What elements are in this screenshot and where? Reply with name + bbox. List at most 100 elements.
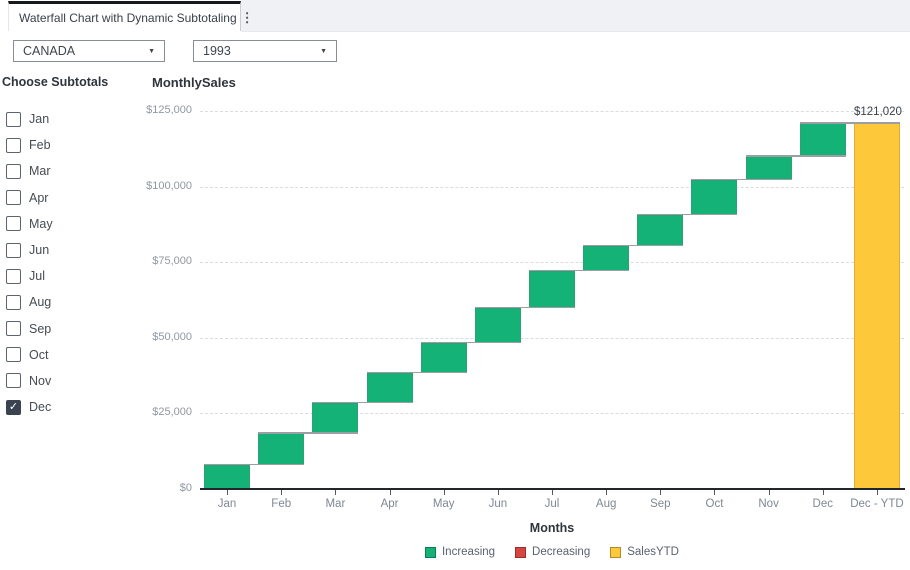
subtotal-checkbox-may[interactable]: May [6,211,53,237]
subtotal-checkbox-mar[interactable]: Mar [6,158,53,184]
x-axis-tick [660,490,662,495]
region-dropdown[interactable]: CANADA ▼ [13,40,165,62]
legend-item-salesytd[interactable]: SalesYTD [610,546,679,558]
checkbox-unchecked-icon[interactable] [6,373,21,389]
subtotal-checkbox-label: May [29,216,53,231]
x-axis-tick-label: Apr [380,498,399,510]
waterfall-connector [529,269,630,272]
bar-increasing-dec[interactable] [799,123,846,157]
bar-increasing-nov[interactable] [745,156,792,180]
bar-increasing-feb[interactable] [258,433,305,465]
subtotal-checkbox-label: Mar [29,164,51,179]
subtotal-checkbox-label: Jul [29,269,45,284]
subtotal-checkbox-apr[interactable]: Apr [6,185,53,211]
bar-increasing-jan[interactable] [204,464,251,489]
x-axis-tick [443,490,445,495]
x-axis-tick-label: Dec - YTD [850,498,904,510]
x-axis-tick [497,490,499,495]
bar-increasing-may[interactable] [420,342,467,373]
checkbox-unchecked-icon[interactable] [6,242,21,258]
subtotal-checkbox-jun[interactable]: Jun [6,237,53,263]
subtotal-checkbox-label: Jun [29,243,50,258]
x-axis-tick [606,490,608,495]
x-axis-tick-label: Jul [544,498,560,510]
y-axis-tick-label: $25,000 [152,406,192,419]
checkbox-unchecked-icon[interactable] [6,268,21,284]
x-axis-title: Months [529,521,575,535]
subtotal-checkbox-oct[interactable]: Oct [6,342,53,368]
legend-item-increasing[interactable]: Increasing [424,546,496,558]
year-dropdown[interactable]: 1993 ▼ [193,40,337,62]
kebab-menu-icon[interactable]: ⋮ [240,10,254,25]
x-axis-tick [281,490,283,495]
subtotal-checkbox-jul[interactable]: Jul [6,263,53,289]
subtotal-checkbox-label: Feb [29,138,51,153]
checkbox-unchecked-icon[interactable] [6,190,21,206]
subtotal-checkbox-feb[interactable]: Feb [6,132,53,158]
x-axis-tick-label: Jun [488,498,508,510]
subtotal-checkbox-label: Nov [29,373,52,388]
waterfall-connector [691,178,792,181]
y-axis-tick-label: $50,000 [152,330,192,343]
bar-increasing-sep[interactable] [637,214,684,246]
legend-item-label: Increasing [441,546,496,558]
x-axis-tick-label: Sep [650,498,671,510]
x-axis-tick [822,490,824,495]
checkbox-unchecked-icon[interactable] [6,163,21,179]
x-axis-tick [552,490,553,495]
waterfall-connector [474,306,575,309]
bar-increasing-apr[interactable] [366,372,413,403]
legend-swatch-icon [610,546,622,558]
bar-increasing-oct[interactable] [691,179,738,215]
legend-item-decreasing[interactable]: Decreasing [515,546,590,558]
y-axis-tick-label: $75,000 [152,255,192,268]
legend-item-label: Decreasing [532,546,591,558]
checkbox-unchecked-icon[interactable] [6,321,21,337]
bar-increasing-jul[interactable] [529,270,575,308]
subtotal-checkbox-sep[interactable]: Sep [6,316,53,342]
subtotal-checkbox-dec[interactable]: ✓ Dec [6,394,53,420]
x-axis-tick [768,490,770,495]
subtotal-checkbox-nov[interactable]: Nov [6,368,53,394]
x-axis-tick [227,490,229,495]
subtotal-checkbox-label: Aug [29,295,52,310]
checkbox-unchecked-icon[interactable] [6,216,21,232]
bar-increasing-jun[interactable] [474,307,521,343]
tab-bar: Waterfall Chart with Dynamic Subtotaling… [0,0,910,32]
chart-title: MonthlySales [152,75,236,90]
tab-bar-background [241,0,910,32]
tab-title: Waterfall Chart with Dynamic Subtotaling [19,10,237,25]
checkbox-checked-icon[interactable]: ✓ [6,399,21,415]
x-axis-tick [876,490,878,495]
waterfall-connector [366,371,467,374]
checkbox-unchecked-icon[interactable] [6,294,21,310]
tab-waterfall-chart[interactable]: Waterfall Chart with Dynamic Subtotaling… [8,1,254,31]
y-gridline [200,262,904,264]
checkbox-unchecked-icon[interactable] [6,347,21,363]
chevron-down-icon: ▼ [320,47,327,55]
bar-increasing-mar[interactable] [312,402,359,434]
x-axis-tick-label: Dec [812,498,833,510]
bar-salesytd-Dec-YTD[interactable] [853,123,900,489]
waterfall-connector [258,432,359,434]
subtotal-checkbox-aug[interactable]: Aug [6,289,53,315]
subtotal-checkbox-label: Dec [29,400,52,415]
legend-swatch-icon [424,546,436,558]
legend-swatch-icon [515,546,527,558]
y-gridline [200,111,904,112]
subtotal-checkbox-label: Jan [29,112,50,127]
waterfall-connector [583,244,684,247]
x-axis-tick [389,490,391,495]
waterfall-connector [420,341,521,344]
checkbox-unchecked-icon[interactable] [6,137,21,153]
checkbox-unchecked-icon[interactable] [6,111,21,127]
waterfall-connector [637,213,738,216]
subtotal-checkbox-label: Apr [29,190,49,205]
bar-increasing-aug[interactable] [583,245,630,271]
y-axis-tick-label: $125,000 [146,104,192,116]
waterfall-connector [204,463,305,466]
y-gridline [200,337,904,339]
subtotal-checkbox-jan[interactable]: Jan [6,106,53,132]
y-axis-tick-label: $100,000 [146,179,192,192]
